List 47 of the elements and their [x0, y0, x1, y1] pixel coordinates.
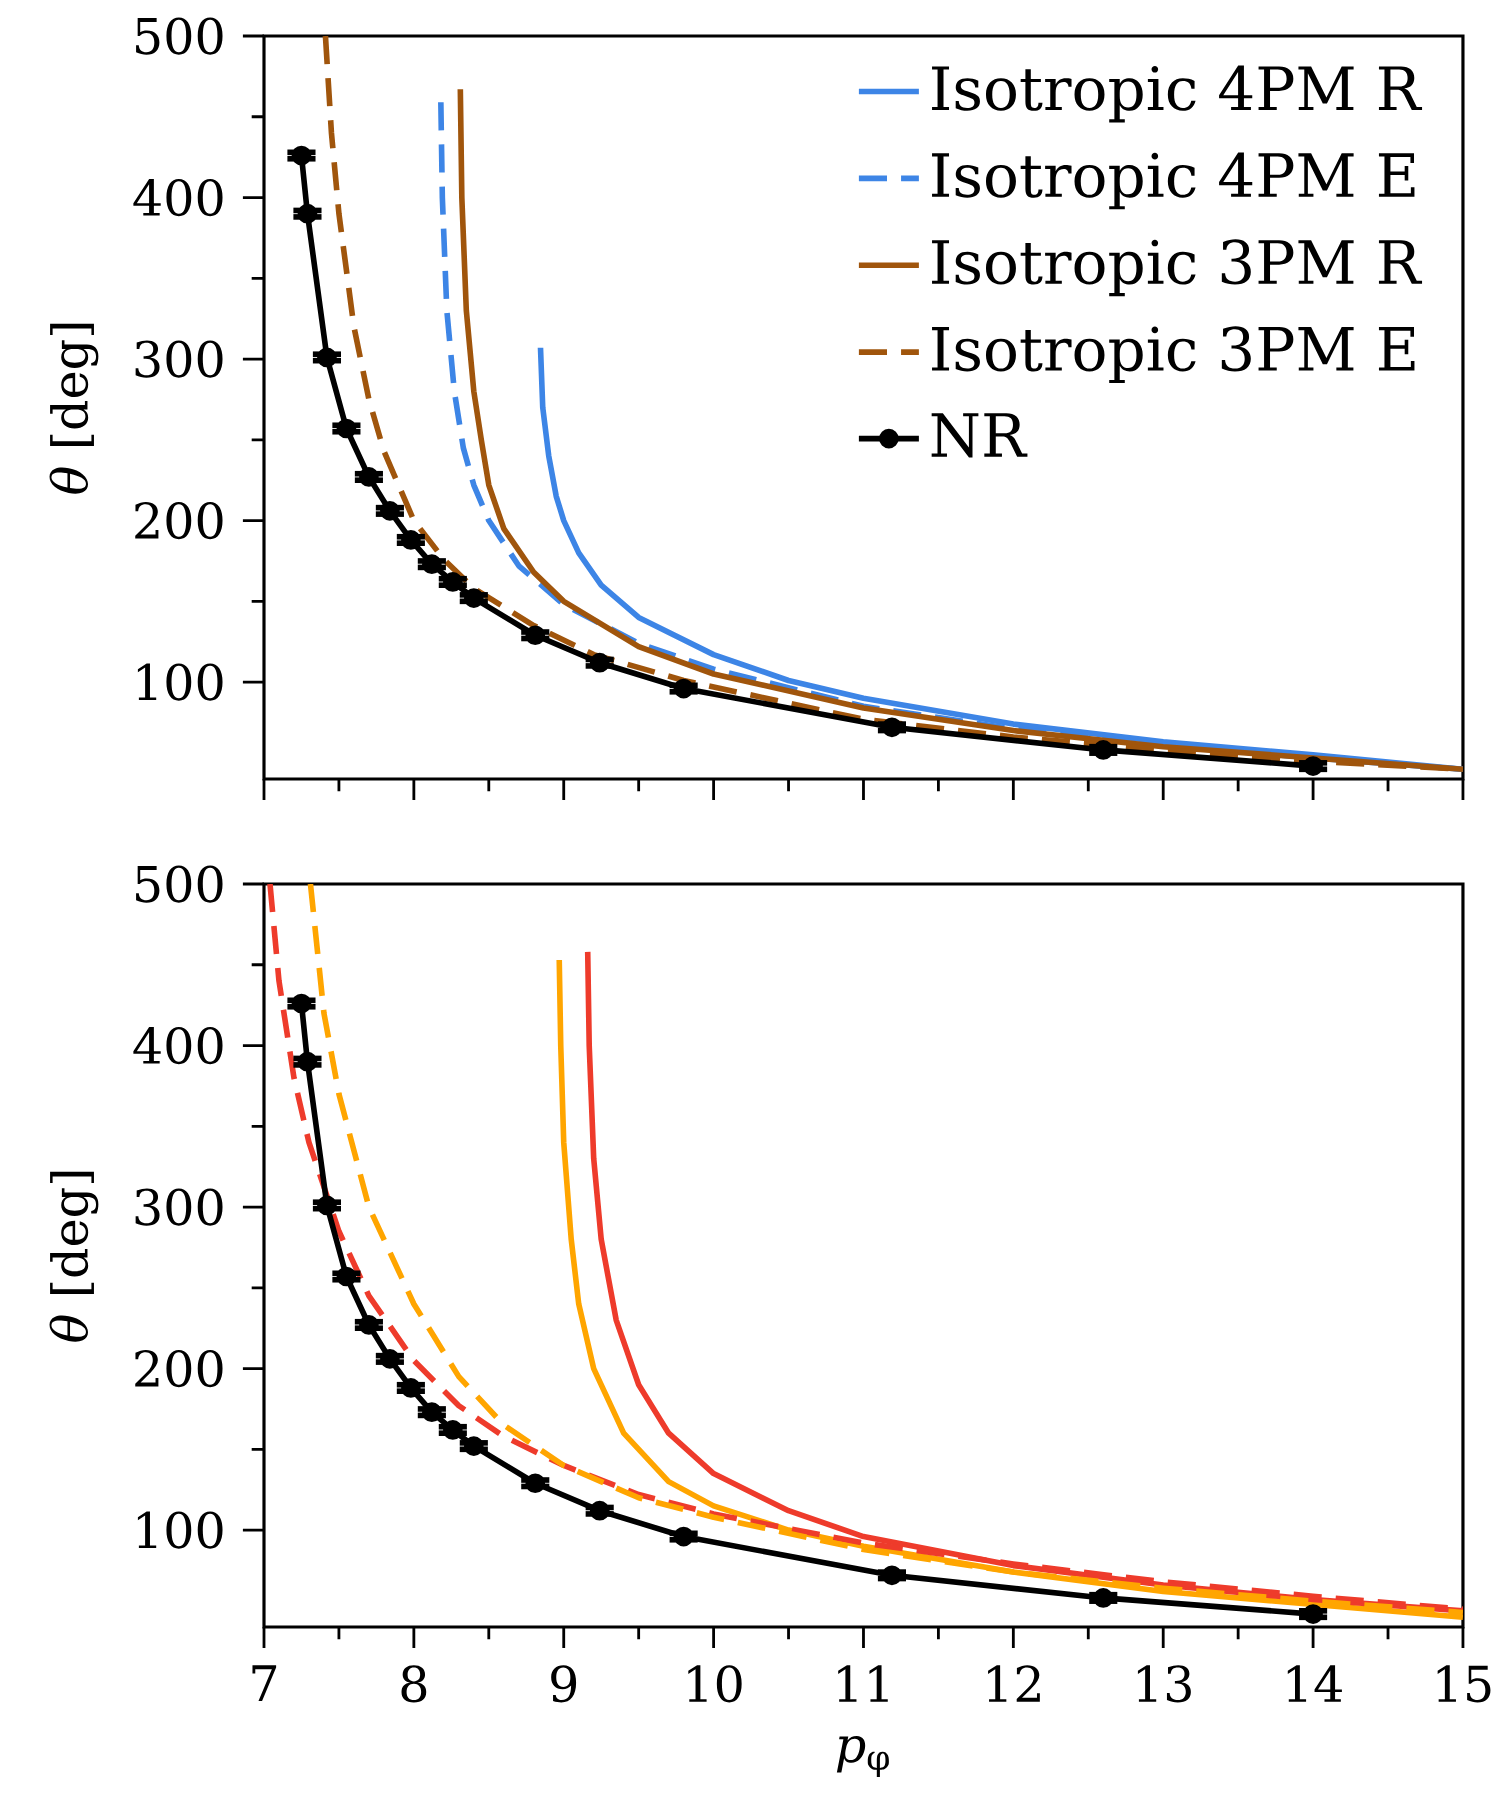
- y-tick-label: 100: [138, 663, 223, 701]
- point: [317, 347, 337, 368]
- legend-label: NR: [931, 413, 1028, 458]
- y-tick-label: 300: [135, 1188, 223, 1226]
- x-tick-label: 11: [838, 1665, 888, 1702]
- x-axis-title: p$_{φ}$: [837, 1735, 890, 1777]
- point: [422, 554, 442, 575]
- legend-label: Isotropic 4PM R: [932, 65, 1423, 123]
- point: [422, 1402, 442, 1423]
- point: [401, 1378, 421, 1398]
- point: [882, 1565, 902, 1586]
- y-axis-title: θ [deg]: [49, 323, 99, 494]
- x-tick-label: 7: [252, 1665, 277, 1702]
- point: [673, 1526, 694, 1547]
- y-tick-label: 100: [138, 1511, 223, 1549]
- point: [380, 501, 400, 521]
- x-tick-label: 14: [1287, 1665, 1343, 1702]
- point: [443, 1420, 463, 1440]
- legend-label: Isotropic 3PM E: [932, 326, 1415, 383]
- point: [464, 1436, 484, 1456]
- point: [464, 588, 484, 608]
- y-axis-title: θ [deg]: [49, 1171, 99, 1342]
- y-tick-label: 500: [136, 17, 223, 55]
- y-tick-label: 200: [135, 501, 223, 540]
- point: [590, 652, 610, 673]
- x-tick-label: 15: [1437, 1665, 1491, 1703]
- point: [673, 678, 694, 699]
- y-tick-label: 400: [133, 178, 223, 217]
- point: [401, 530, 421, 550]
- point: [443, 572, 463, 592]
- y-tick-label: 400: [133, 1026, 223, 1065]
- x-tick-label: 9: [551, 1665, 577, 1703]
- point: [317, 1195, 337, 1216]
- point: [882, 717, 902, 738]
- x-tick-label: 12: [988, 1665, 1041, 1702]
- x-tick-label: 8: [401, 1665, 427, 1703]
- y-tick-label: 300: [135, 340, 223, 378]
- point: [380, 1349, 400, 1369]
- x-tick-label: 13: [1138, 1665, 1192, 1703]
- legend-label: Isotropic 4PM E: [932, 152, 1415, 210]
- legend-label: Isotropic 3PM R: [932, 239, 1423, 297]
- point: [359, 467, 379, 487]
- x-tick-label: 10: [688, 1665, 742, 1703]
- y-tick-label: 200: [135, 1349, 223, 1388]
- y-tick-label: 500: [136, 865, 223, 903]
- point: [590, 1500, 610, 1521]
- point: [359, 1315, 379, 1335]
